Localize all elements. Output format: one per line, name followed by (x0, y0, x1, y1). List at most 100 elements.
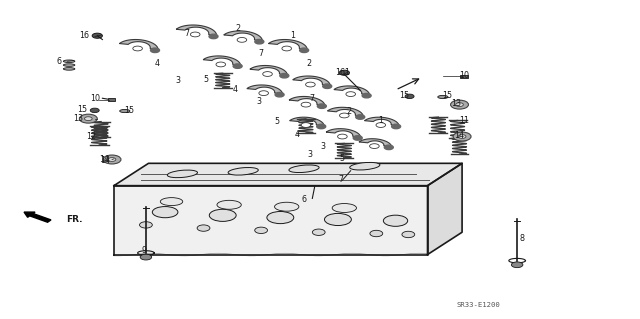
Circle shape (216, 62, 226, 67)
Text: 6: 6 (56, 57, 61, 66)
Circle shape (275, 93, 284, 97)
Polygon shape (289, 96, 324, 107)
Text: 4: 4 (233, 85, 238, 94)
Ellipse shape (217, 200, 241, 209)
Text: 8: 8 (519, 234, 524, 243)
Text: 15: 15 (442, 91, 452, 100)
Circle shape (317, 124, 326, 129)
Text: 15: 15 (124, 106, 134, 115)
Circle shape (191, 32, 200, 37)
Polygon shape (120, 40, 158, 50)
Circle shape (108, 158, 116, 161)
Circle shape (339, 70, 349, 75)
Text: 10: 10 (459, 71, 469, 80)
Polygon shape (224, 31, 262, 42)
Circle shape (405, 94, 414, 99)
Polygon shape (365, 117, 399, 127)
Text: 14: 14 (99, 155, 109, 164)
Text: 10: 10 (90, 94, 100, 103)
Ellipse shape (349, 162, 380, 170)
Circle shape (233, 64, 242, 68)
Circle shape (340, 113, 349, 118)
Polygon shape (334, 86, 369, 96)
Text: 12: 12 (86, 132, 96, 141)
Circle shape (362, 93, 371, 98)
Text: 3: 3 (308, 150, 313, 159)
Text: 5: 5 (204, 75, 209, 84)
Text: 7: 7 (338, 175, 343, 184)
Text: 16: 16 (79, 31, 90, 40)
Polygon shape (176, 25, 216, 37)
Polygon shape (114, 186, 428, 255)
Circle shape (150, 48, 159, 53)
Circle shape (140, 254, 152, 260)
Circle shape (262, 71, 273, 77)
Circle shape (323, 84, 332, 88)
Circle shape (140, 222, 152, 228)
Circle shape (301, 102, 311, 107)
Text: 2: 2 (236, 24, 241, 33)
Ellipse shape (289, 165, 319, 173)
Text: 3: 3 (257, 97, 262, 106)
Circle shape (282, 46, 292, 51)
Text: SR33-E1200: SR33-E1200 (457, 302, 500, 308)
Text: 7: 7 (259, 49, 264, 58)
Ellipse shape (228, 167, 259, 175)
Text: 2: 2 (346, 107, 351, 115)
Circle shape (317, 104, 326, 108)
Text: 7: 7 (310, 94, 315, 103)
Polygon shape (326, 129, 360, 138)
Circle shape (133, 46, 143, 51)
Polygon shape (114, 163, 462, 186)
Ellipse shape (120, 109, 130, 113)
Circle shape (376, 122, 385, 128)
Circle shape (392, 124, 401, 129)
Text: 5: 5 (274, 117, 279, 126)
Polygon shape (247, 85, 282, 95)
Ellipse shape (152, 207, 178, 218)
Ellipse shape (438, 95, 448, 99)
Text: 15: 15 (399, 91, 410, 100)
Circle shape (237, 38, 247, 42)
Ellipse shape (167, 170, 198, 178)
Bar (108, 98, 115, 101)
Text: 2: 2 (306, 59, 311, 68)
Ellipse shape (267, 211, 294, 224)
Polygon shape (428, 163, 462, 255)
Text: 13: 13 (451, 100, 461, 108)
Circle shape (346, 92, 356, 97)
Circle shape (353, 136, 362, 140)
Text: 3: 3 (175, 76, 180, 85)
Circle shape (305, 82, 315, 87)
Text: 1: 1 (378, 116, 383, 125)
Circle shape (453, 132, 471, 141)
Polygon shape (328, 107, 363, 117)
Text: 11: 11 (459, 116, 469, 125)
Circle shape (259, 91, 269, 96)
Text: 1: 1 (291, 31, 296, 40)
Text: 5: 5 (340, 154, 345, 163)
Circle shape (255, 40, 264, 44)
Circle shape (312, 229, 325, 235)
Circle shape (300, 48, 308, 53)
Circle shape (79, 114, 97, 123)
Polygon shape (250, 65, 287, 76)
Circle shape (84, 117, 92, 121)
Ellipse shape (324, 213, 351, 226)
Text: 13: 13 (73, 114, 83, 123)
Text: 14: 14 (454, 131, 465, 140)
Circle shape (90, 108, 99, 113)
Polygon shape (359, 139, 392, 148)
Bar (460, 75, 468, 78)
Ellipse shape (63, 68, 75, 70)
Text: FR.: FR. (67, 215, 83, 224)
Text: 15: 15 (77, 105, 87, 114)
Text: 4: 4 (295, 130, 300, 139)
FancyArrow shape (24, 212, 51, 222)
Circle shape (385, 145, 394, 150)
Circle shape (209, 34, 218, 39)
Polygon shape (203, 56, 241, 66)
Circle shape (255, 227, 268, 234)
Ellipse shape (161, 198, 183, 206)
Text: 4: 4 (154, 59, 159, 68)
